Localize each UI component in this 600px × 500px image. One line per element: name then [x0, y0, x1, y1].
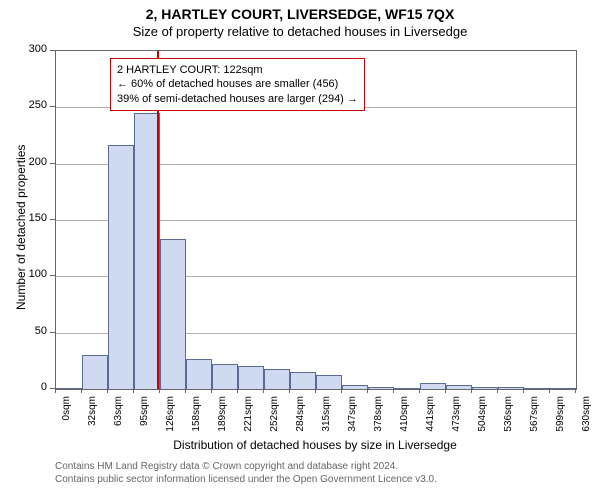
x-tick-label: 95sqm: [139, 396, 150, 446]
footer-text: Contains HM Land Registry data © Crown c…: [55, 460, 437, 486]
histogram-bar: [108, 145, 134, 389]
histogram-bar: [238, 366, 264, 389]
x-tick-mark: [367, 388, 368, 393]
x-tick-mark: [445, 388, 446, 393]
x-tick-label: 378sqm: [373, 396, 384, 446]
histogram-bar: [160, 239, 186, 389]
x-tick-mark: [133, 388, 134, 393]
histogram-bar: [316, 375, 342, 389]
x-tick-mark: [393, 388, 394, 393]
x-tick-mark: [471, 388, 472, 393]
x-tick-mark: [81, 388, 82, 393]
annotation-line: ← 60% of detached houses are smaller (45…: [117, 77, 358, 91]
histogram-bar: [394, 388, 420, 389]
histogram-bar: [420, 383, 446, 389]
y-tick-label: 100: [17, 268, 47, 280]
histogram-bar: [56, 388, 82, 389]
x-tick-label: 441sqm: [425, 396, 436, 446]
x-tick-mark: [523, 388, 524, 393]
x-tick-label: 284sqm: [295, 396, 306, 446]
y-axis-label: Number of detached properties: [14, 145, 28, 310]
histogram-bar: [550, 388, 576, 389]
histogram-bar: [264, 369, 290, 389]
x-tick-mark: [211, 388, 212, 393]
histogram-bar: [186, 359, 212, 389]
x-tick-mark: [289, 388, 290, 393]
x-tick-mark: [55, 388, 56, 393]
x-tick-mark: [263, 388, 264, 393]
y-tick-label: 300: [17, 43, 47, 55]
x-tick-label: 504sqm: [477, 396, 488, 446]
x-tick-label: 32sqm: [87, 396, 98, 446]
chart-title-2: Size of property relative to detached ho…: [0, 22, 600, 39]
x-tick-mark: [549, 388, 550, 393]
x-tick-mark: [159, 388, 160, 393]
x-axis-label: Distribution of detached houses by size …: [55, 438, 575, 452]
y-tick-label: 0: [17, 381, 47, 393]
x-tick-label: 126sqm: [165, 396, 176, 446]
chart-container: 2, HARTLEY COURT, LIVERSEDGE, WF15 7QX S…: [0, 0, 600, 500]
footer-line-1: Contains HM Land Registry data © Crown c…: [55, 460, 437, 473]
annotation-box: 2 HARTLEY COURT: 122sqm← 60% of detached…: [110, 58, 365, 111]
x-tick-mark: [575, 388, 576, 393]
x-tick-mark: [237, 388, 238, 393]
histogram-bar: [524, 388, 550, 389]
x-tick-label: 473sqm: [451, 396, 462, 446]
histogram-bar: [498, 387, 524, 389]
y-tick-mark: [50, 275, 55, 276]
x-tick-label: 536sqm: [503, 396, 514, 446]
y-tick-label: 50: [17, 325, 47, 337]
y-tick-mark: [50, 50, 55, 51]
histogram-bar: [82, 355, 108, 389]
x-tick-label: 158sqm: [191, 396, 202, 446]
x-tick-mark: [315, 388, 316, 393]
histogram-bar: [290, 372, 316, 389]
histogram-bar: [212, 364, 238, 389]
histogram-bar: [342, 385, 368, 390]
annotation-line: 2 HARTLEY COURT: 122sqm: [117, 63, 358, 77]
y-tick-label: 200: [17, 156, 47, 168]
footer-line-2: Contains public sector information licen…: [55, 473, 437, 486]
x-tick-label: 221sqm: [243, 396, 254, 446]
x-tick-label: 252sqm: [269, 396, 280, 446]
histogram-bar: [472, 387, 498, 389]
histogram-bar: [368, 387, 394, 389]
histogram-bar: [446, 385, 472, 390]
x-tick-label: 0sqm: [61, 396, 72, 446]
x-tick-label: 189sqm: [217, 396, 228, 446]
chart-title-1: 2, HARTLEY COURT, LIVERSEDGE, WF15 7QX: [0, 0, 600, 22]
x-tick-label: 63sqm: [113, 396, 124, 446]
y-tick-label: 150: [17, 212, 47, 224]
x-tick-mark: [107, 388, 108, 393]
y-tick-mark: [50, 163, 55, 164]
x-tick-label: 410sqm: [399, 396, 410, 446]
x-tick-mark: [497, 388, 498, 393]
x-tick-label: 599sqm: [555, 396, 566, 446]
annotation-line: 39% of semi-detached houses are larger (…: [117, 92, 358, 106]
y-tick-label: 250: [17, 99, 47, 111]
x-tick-mark: [341, 388, 342, 393]
y-tick-mark: [50, 332, 55, 333]
x-tick-label: 347sqm: [347, 396, 358, 446]
x-tick-label: 630sqm: [581, 396, 592, 446]
x-tick-label: 315sqm: [321, 396, 332, 446]
x-tick-mark: [185, 388, 186, 393]
y-tick-mark: [50, 106, 55, 107]
x-tick-mark: [419, 388, 420, 393]
x-tick-label: 567sqm: [529, 396, 540, 446]
y-tick-mark: [50, 219, 55, 220]
